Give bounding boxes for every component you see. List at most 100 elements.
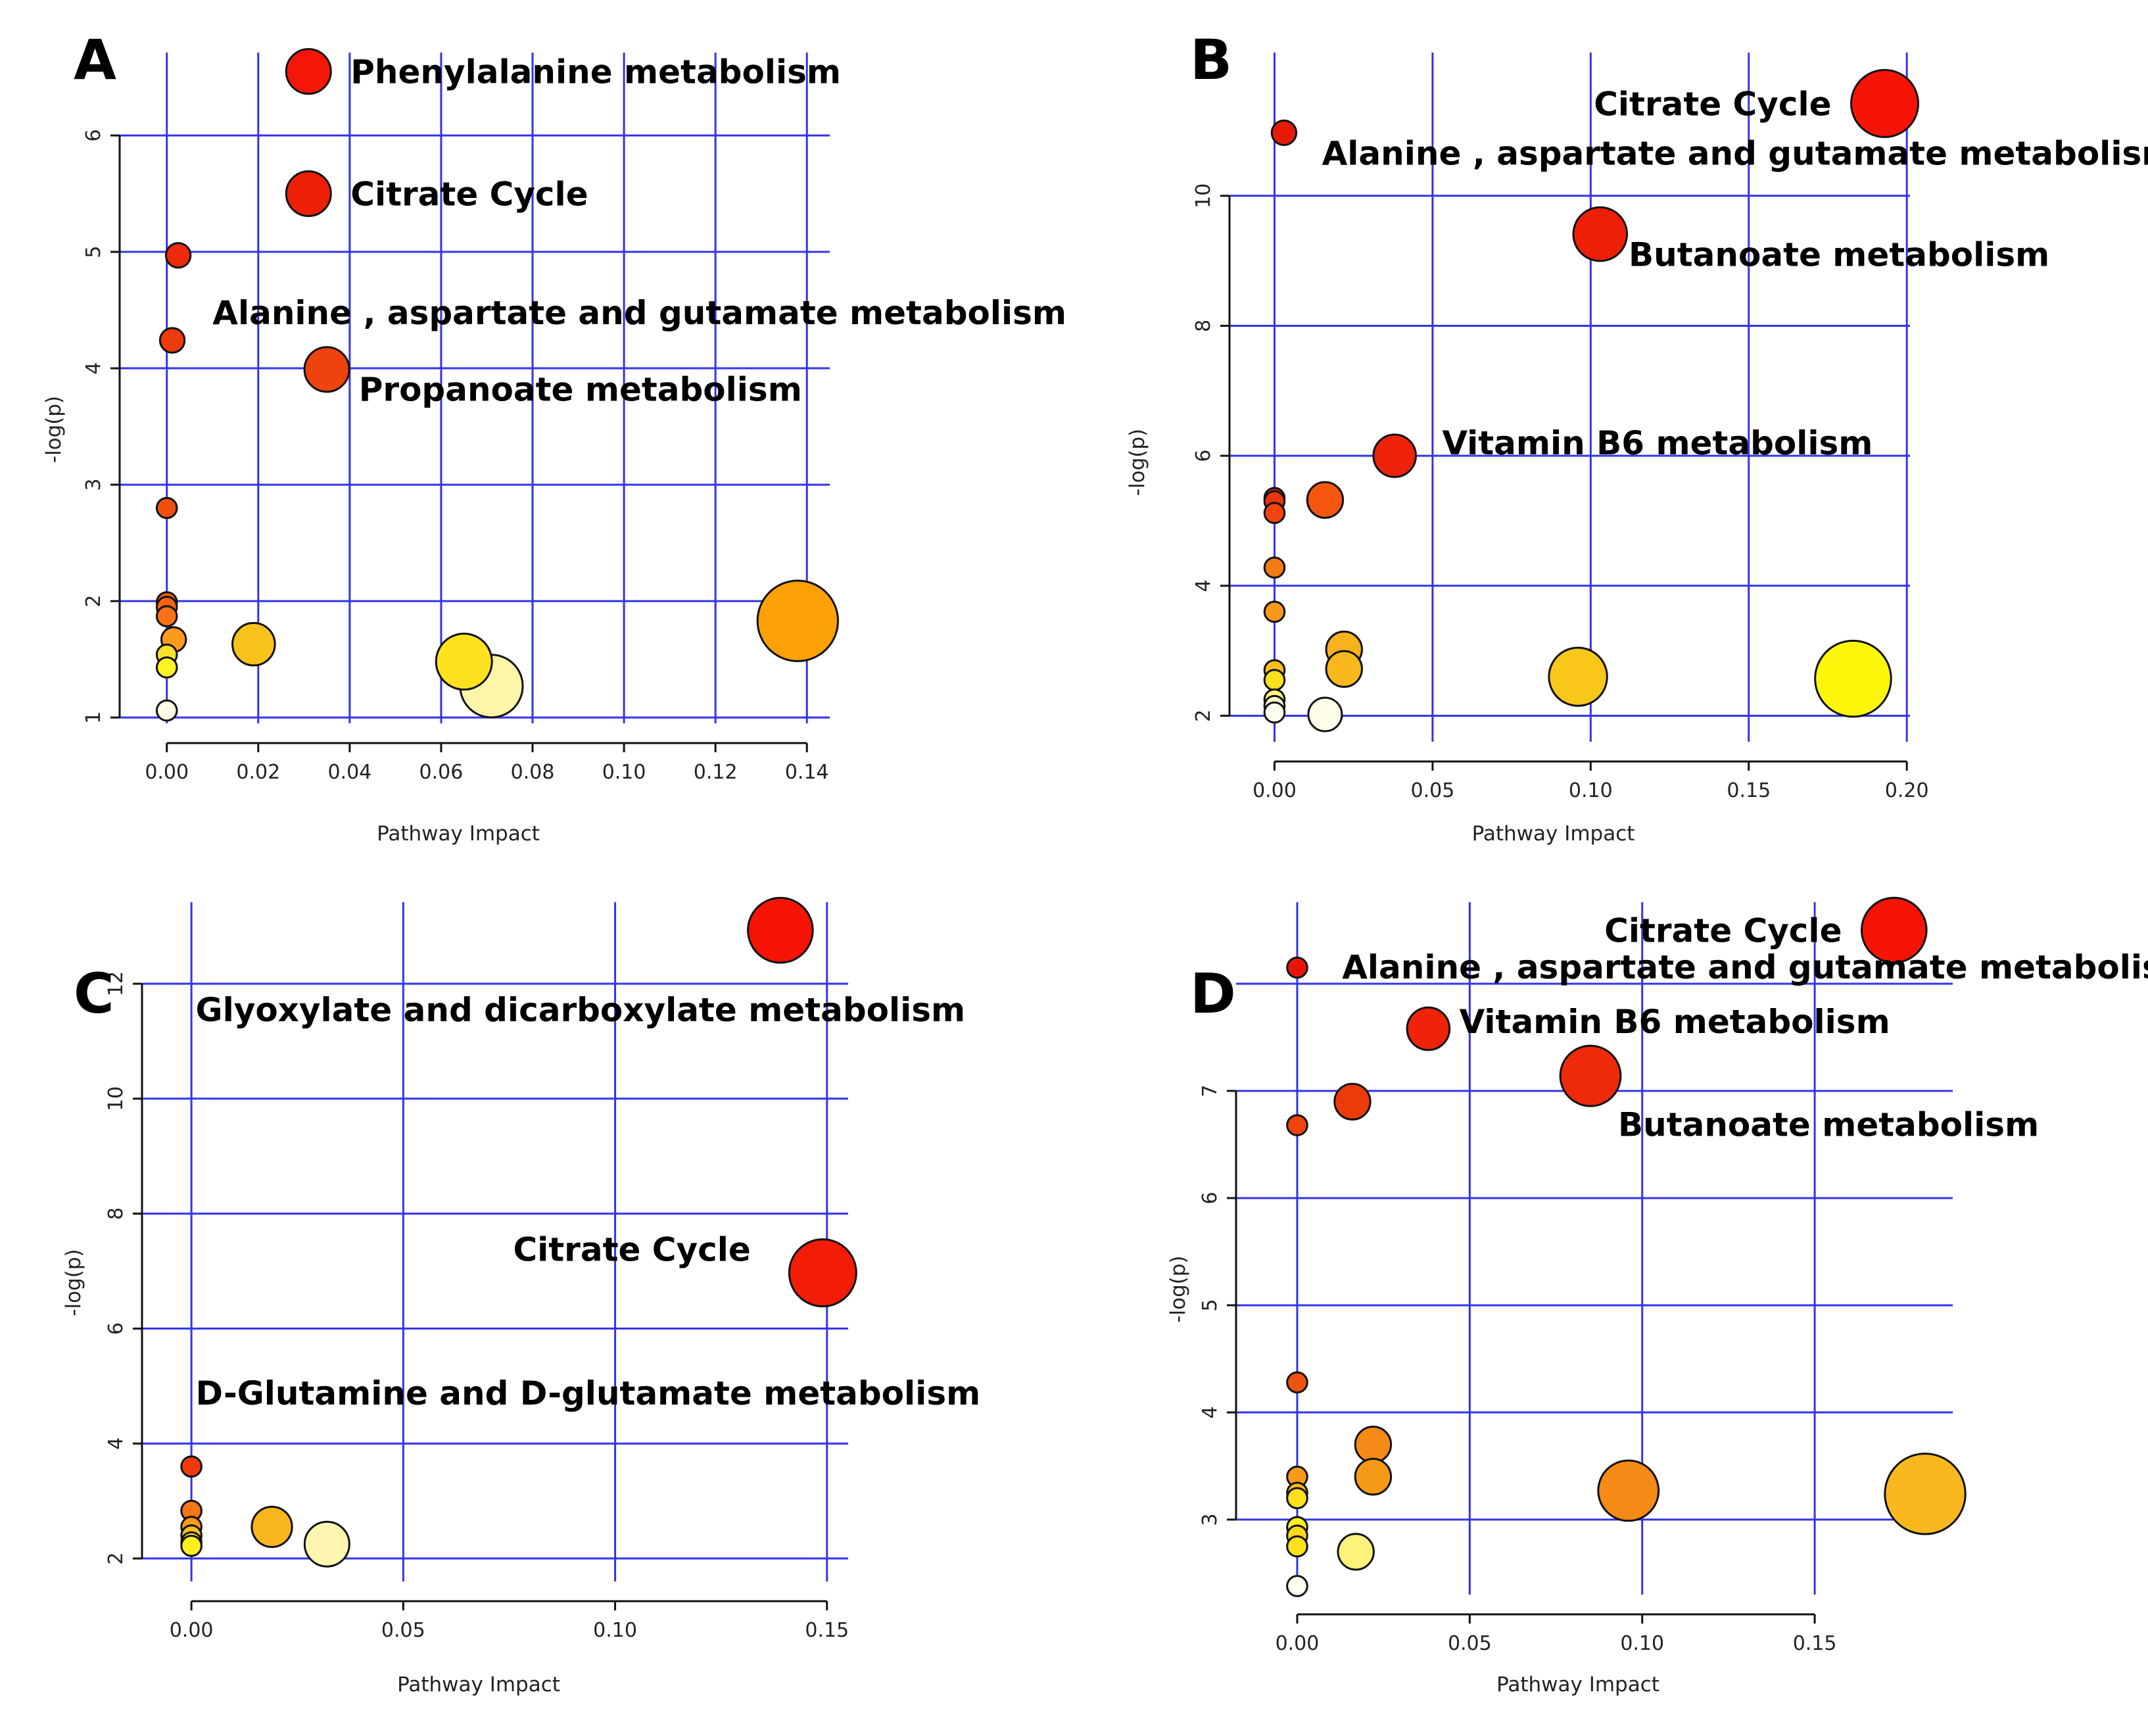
panel-b-x-tick-label: 0.15 (1727, 779, 1771, 802)
panel-b-data-point (1263, 502, 1286, 524)
panel-c-x-tick-label: 0.15 (805, 1619, 849, 1642)
panel-a-y-tick-label: 1 (82, 711, 105, 724)
panel-d-data-point (1597, 1459, 1660, 1522)
panel-c-data-point (180, 1535, 203, 1557)
panel-d-x-tick-label: 0.10 (1620, 1632, 1664, 1655)
panel-b-y-tick-label: 8 (1192, 320, 1215, 332)
panel-a-y-tick-label: 6 (82, 129, 105, 141)
panel-c-y-tick-label: 4 (105, 1437, 128, 1450)
panel-d-data-point (1286, 1371, 1308, 1394)
panel-b-data-point (1270, 119, 1298, 147)
panel-a-x-tick-label: 0.14 (785, 761, 829, 784)
panel-b-pathway-annotation: Alanine , aspartate and gutamate metabol… (1322, 134, 2148, 172)
panel-d-data-point (1354, 1458, 1393, 1496)
panel-b-data-point (1548, 646, 1608, 707)
panel-d-y-tick-label: 5 (1199, 1299, 1222, 1311)
panel-a-y-tick-label: 5 (82, 245, 105, 258)
panel-b-letter: B (1190, 28, 1232, 92)
panel-c-y-tick-label: 12 (105, 971, 128, 996)
panel-d-y-tick-label: 3 (1199, 1513, 1222, 1526)
panel-a-pathway-annotation: Citrate Cycle (350, 176, 588, 214)
panel-c-data-point (303, 1520, 350, 1568)
panel-d-data-point (1286, 956, 1308, 979)
panel-b-data-point (1325, 650, 1363, 688)
panel-b-data-point (1850, 68, 1920, 138)
panel-a-data-point (285, 170, 332, 218)
panel-a-data-point (155, 605, 178, 627)
panel-a-data-point (158, 327, 186, 354)
panel-c-x-tick-label: 0.00 (170, 1619, 214, 1642)
panel-b-x-tick-label: 0.20 (1885, 779, 1929, 802)
panel-a-data-point (435, 633, 493, 691)
panel-a-y-tick-label: 2 (82, 595, 105, 608)
panel-d-data-point (1884, 1453, 1967, 1535)
panel-b-data-point (1372, 433, 1417, 478)
panel-b-data-point (1572, 206, 1629, 262)
panel-c-y-axis-title: -log(p) (62, 1249, 85, 1316)
panel-a-x-tick-label: 0.08 (511, 761, 555, 784)
panel-d-y-tick-label: 6 (1199, 1192, 1222, 1204)
panel-a-data-point (164, 242, 192, 269)
panel-b-data-point (1814, 639, 1892, 718)
panel-d-data-point (1286, 1114, 1308, 1136)
panel-d-x-tick-label: 0.05 (1448, 1632, 1492, 1655)
panel-d-data-point (1559, 1044, 1622, 1107)
panel-d-data-point (1286, 1487, 1308, 1510)
panel-d-data-point (1354, 1426, 1393, 1464)
panel-a-pathway-annotation: Propanoate metabolism (359, 371, 802, 409)
panel-b-y-tick-label: 10 (1192, 183, 1215, 208)
panel-d-data-point (1333, 1082, 1372, 1121)
panel-d-x-tick-label: 0.00 (1276, 1632, 1320, 1655)
panel-a-data-point (756, 579, 840, 662)
panel-c-pathway-annotation: D-Glutamine and D-glutamate metabolism (196, 1374, 981, 1412)
panel-a-data-point (155, 656, 178, 679)
panel-d-data-point (1860, 896, 1928, 964)
panel-c-x-tick-label: 0.10 (593, 1619, 637, 1642)
panel-d-data-point (1286, 1535, 1308, 1558)
panel-d-y-axis-title: -log(p) (1166, 1255, 1190, 1322)
panel-c-letter: C (74, 961, 114, 1026)
panel-b-x-tick-label: 0.05 (1411, 779, 1455, 802)
panel-c-data-point (788, 1238, 857, 1308)
panel-c-y-tick-label: 6 (105, 1322, 128, 1335)
panel-b-pathway-annotation: Butanoate metabolism (1629, 236, 2049, 274)
panel-c-pathway-annotation: Glyoxylate and dicarboxylate metabolism (196, 991, 966, 1029)
panel-b-x-tick-label: 0.00 (1253, 779, 1297, 802)
panel-a-x-axis-title: Pathway Impact (377, 822, 540, 846)
panel-a-x-tick-label: 0.00 (145, 761, 189, 784)
panel-b-data-point (1263, 556, 1286, 579)
panel-a-data-point (285, 48, 332, 95)
panel-d-y-tick-label: 7 (1199, 1084, 1222, 1097)
panel-a-pathway-annotation: Alanine , aspartate and gutamate metabol… (212, 294, 1066, 332)
panel-b-y-axis-title: -log(p) (1126, 429, 1149, 496)
panel-b-pathway-annotation: Vitamin B6 metabolism (1442, 424, 1873, 462)
panel-a-data-point (155, 699, 178, 722)
panel-a-data-point (231, 621, 276, 667)
panel-c-data-point (747, 896, 814, 964)
panel-b-x-axis-title: Pathway Impact (1472, 822, 1635, 846)
panel-a-y-axis-title: -log(p) (42, 396, 66, 463)
panel-c-y-tick-label: 10 (105, 1086, 128, 1111)
panel-b-data-point (1307, 696, 1343, 733)
panel-d-pathway-annotation: Butanoate metabolism (1618, 1105, 2039, 1144)
panel-c-x-axis-title: Pathway Impact (397, 1673, 560, 1697)
panel-a-pathway-annotation: Phenylalanine metabolism (350, 53, 841, 91)
panel-b-x-tick-label: 0.10 (1569, 779, 1613, 802)
panel-a-x-tick-label: 0.02 (236, 761, 280, 784)
panel-d-data-point (1286, 1575, 1308, 1597)
panel-d-x-tick-label: 0.15 (1793, 1632, 1837, 1655)
panel-c-y-tick-label: 8 (105, 1207, 128, 1220)
panel-d-letter: D (1190, 961, 1236, 1026)
panel-d-data-point (1337, 1533, 1375, 1571)
panel-a-x-tick-label: 0.06 (419, 761, 464, 784)
panel-d-pathway-annotation: Alanine , aspartate and gutamate metabol… (1342, 948, 2148, 986)
panel-a-data-point (155, 496, 178, 519)
panel-d-y-tick-label: 4 (1199, 1406, 1222, 1418)
panel-b-data-point (1263, 701, 1286, 724)
panel-a-x-tick-label: 0.12 (694, 761, 738, 784)
panel-a-y-tick-label: 3 (82, 479, 105, 491)
panel-c-x-tick-label: 0.05 (381, 1619, 425, 1642)
panel-c-y-tick-label: 2 (105, 1552, 128, 1564)
panel-d-pathway-annotation: Vitamin B6 metabolism (1460, 1003, 1890, 1041)
